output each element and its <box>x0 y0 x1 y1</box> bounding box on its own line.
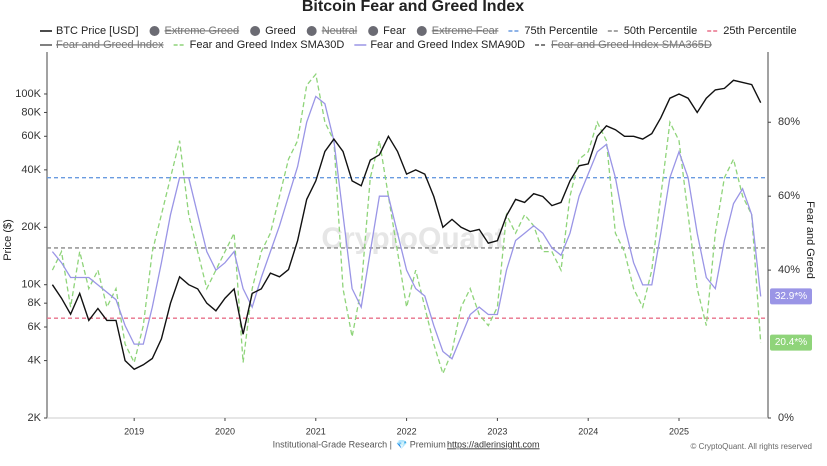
legend-item[interactable]: 25th Percentile <box>707 25 797 37</box>
legend-marker <box>149 26 160 36</box>
legend-marker <box>250 26 261 36</box>
legend-item[interactable]: Neutral <box>306 25 357 37</box>
y-tick-label: 6K <box>28 321 42 333</box>
legend-label: Extreme Greed <box>165 25 240 37</box>
y-tick-label: 100K <box>15 88 41 100</box>
legend-item[interactable]: 75th Percentile <box>508 25 598 37</box>
legend-label: BTC Price [USD] <box>56 25 139 37</box>
legend-label: Fear and Greed Index SMA365D <box>551 39 712 51</box>
y2-tick-label: 60% <box>778 190 800 202</box>
x-tick-label: 2021 <box>306 426 326 436</box>
y-tick-label: 4K <box>28 354 42 366</box>
y-tick-label: 60K <box>21 130 41 142</box>
x-tick-label: 2023 <box>487 426 507 436</box>
legend-label: Fear and Greed Index <box>56 39 164 51</box>
legend-label: 25th Percentile <box>723 25 796 37</box>
x-tick-label: 2019 <box>124 426 144 436</box>
legend-item[interactable]: Fear and Greed Index SMA30D <box>173 39 345 51</box>
legend-marker <box>306 26 317 36</box>
last-value-label: 20.4*% <box>775 337 807 348</box>
y-tick-label: 80K <box>21 106 41 118</box>
last-value-label: 32.9*% <box>775 291 807 302</box>
legend-item[interactable]: Fear and Greed Index SMA365D <box>535 39 712 51</box>
y-tick-label: 8K <box>28 297 42 309</box>
y2-tick-label: 0% <box>778 412 794 424</box>
legend-item[interactable]: Fear and Greed Index <box>40 39 164 51</box>
legend-marker <box>416 26 427 36</box>
legend-item[interactable]: BTC Price [USD] <box>40 25 139 37</box>
legend-label: Greed <box>265 25 296 37</box>
legend-item[interactable]: Fear and Greed Index SMA90D <box>354 39 525 51</box>
copyright: © CryptoQuant. All rights reserved <box>691 442 813 451</box>
y2-axis-label: Fear and Greed <box>804 201 816 279</box>
series-line <box>51 79 762 371</box>
series-line <box>51 72 762 376</box>
series-line <box>51 95 762 360</box>
y-tick-label: 40K <box>21 164 41 176</box>
legend-item[interactable]: Greed <box>250 25 296 37</box>
y2-tick-label: 40% <box>778 264 800 276</box>
y-axis-label: Price ($) <box>2 219 14 261</box>
legend-label: Fear <box>383 25 406 37</box>
footer-text: Institutional-Grade Research | <box>273 439 392 449</box>
legend-item[interactable]: Extreme Greed <box>149 25 240 37</box>
legend-label: Fear and Greed Index SMA90D <box>370 39 525 51</box>
legend-label: Fear and Greed Index SMA30D <box>190 39 345 51</box>
legend-label: 50th Percentile <box>624 25 697 37</box>
legend-label: 75th Percentile <box>524 25 597 37</box>
footer-premium: 💎 Premium <box>396 439 446 449</box>
legend-item[interactable]: 50th Percentile <box>607 25 697 37</box>
y-tick-label: 2K <box>28 412 42 424</box>
x-tick-label: 2025 <box>669 426 689 436</box>
x-tick-label: 2020 <box>215 426 235 436</box>
watermark: CryptoQuant <box>321 222 504 255</box>
y2-tick-label: 80% <box>778 116 800 128</box>
x-tick-label: 2024 <box>578 426 598 436</box>
legend-marker <box>368 26 379 36</box>
legend-item[interactable]: Fear <box>368 25 406 37</box>
footer-link[interactable]: https://adlerinsight.com <box>447 439 540 449</box>
x-tick-label: 2022 <box>397 426 417 436</box>
last-value-box <box>770 288 812 305</box>
y-tick-label: 20K <box>21 221 41 233</box>
legend-label: Neutral <box>322 25 357 37</box>
y-tick-label: 10K <box>21 279 41 291</box>
legend-item[interactable]: Extreme Fear <box>416 25 499 37</box>
chart-title: Bitcoin Fear and Greed Index <box>302 0 524 15</box>
legend-label: Extreme Fear <box>432 25 499 37</box>
last-value-box <box>770 334 812 351</box>
